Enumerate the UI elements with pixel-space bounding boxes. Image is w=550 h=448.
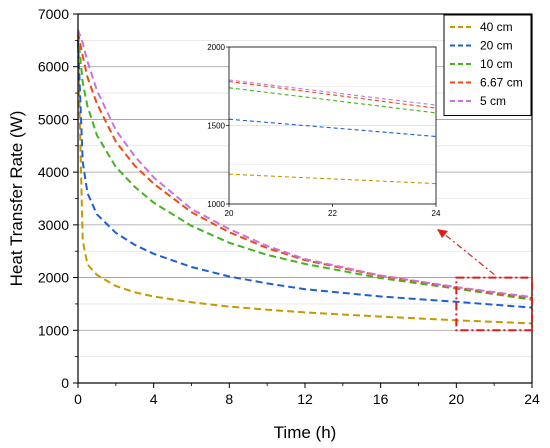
legend-label-2: 20 cm — [480, 39, 513, 53]
x-axis-title: Time (h) — [274, 423, 337, 442]
legend: 40 cm 20 cm 10 cm 6.67 cm 5 cm — [443, 14, 532, 116]
x-tick-label-12: 12 — [297, 391, 313, 407]
x-tick-label-0: 0 — [74, 391, 82, 407]
series-line-3 — [77, 35, 533, 301]
x-tick-label-4: 4 — [150, 391, 158, 407]
inset-chart: 20 22 24 1000 1500 2000 — [207, 43, 441, 218]
main-series-lines — [77, 29, 533, 325]
y-axis-title: Heat Transfer Rate (W) — [7, 111, 26, 287]
inset-gridlines — [229, 85, 436, 166]
legend-label-4: 6.67 cm — [480, 76, 523, 90]
x-tick-label-20: 20 — [449, 391, 465, 407]
inset-axis-ticks: 20 22 24 1000 1500 2000 — [207, 43, 441, 218]
inset-x-tick-label-20: 20 — [225, 209, 234, 218]
zoom-arrow-head — [437, 229, 448, 238]
main-axis-ticks: 0 4 8 12 16 20 24 0 1000 2000 3000 4000 5000 6000 7000 — [38, 6, 540, 407]
inset-y-tick-label-1000: 1000 — [207, 200, 225, 209]
y-tick-label-7000: 7000 — [38, 6, 69, 22]
series-line-2 — [77, 40, 533, 309]
series-line-4 — [77, 32, 533, 300]
y-tick-label-1000: 1000 — [38, 322, 69, 338]
series-line-5 — [77, 29, 533, 299]
legend-box — [443, 14, 532, 116]
legend-label-1: 40 cm — [480, 20, 513, 34]
inset-y-tick-label-1500: 1500 — [207, 122, 225, 131]
inset-y-tick-label-2000: 2000 — [207, 43, 225, 52]
y-tick-label-5000: 5000 — [38, 111, 69, 127]
series-line-1 — [77, 45, 533, 325]
y-tick-label-3000: 3000 — [38, 217, 69, 233]
zoom-arrow — [442, 232, 495, 276]
y-tick-label-6000: 6000 — [38, 59, 69, 75]
x-tick-label-8: 8 — [225, 391, 233, 407]
y-tick-label-2000: 2000 — [38, 270, 69, 286]
x-tick-label-16: 16 — [373, 391, 389, 407]
zoom-highlight-box — [455, 276, 534, 332]
y-tick-label-0: 0 — [61, 375, 69, 391]
y-tick-label-4000: 4000 — [38, 164, 69, 180]
legend-label-3: 10 cm — [480, 57, 513, 71]
inset-x-tick-label-24: 24 — [432, 209, 441, 218]
legend-label-5: 5 cm — [480, 94, 506, 108]
inset-x-tick-label-22: 22 — [328, 209, 337, 218]
x-tick-label-24: 24 — [524, 391, 540, 407]
